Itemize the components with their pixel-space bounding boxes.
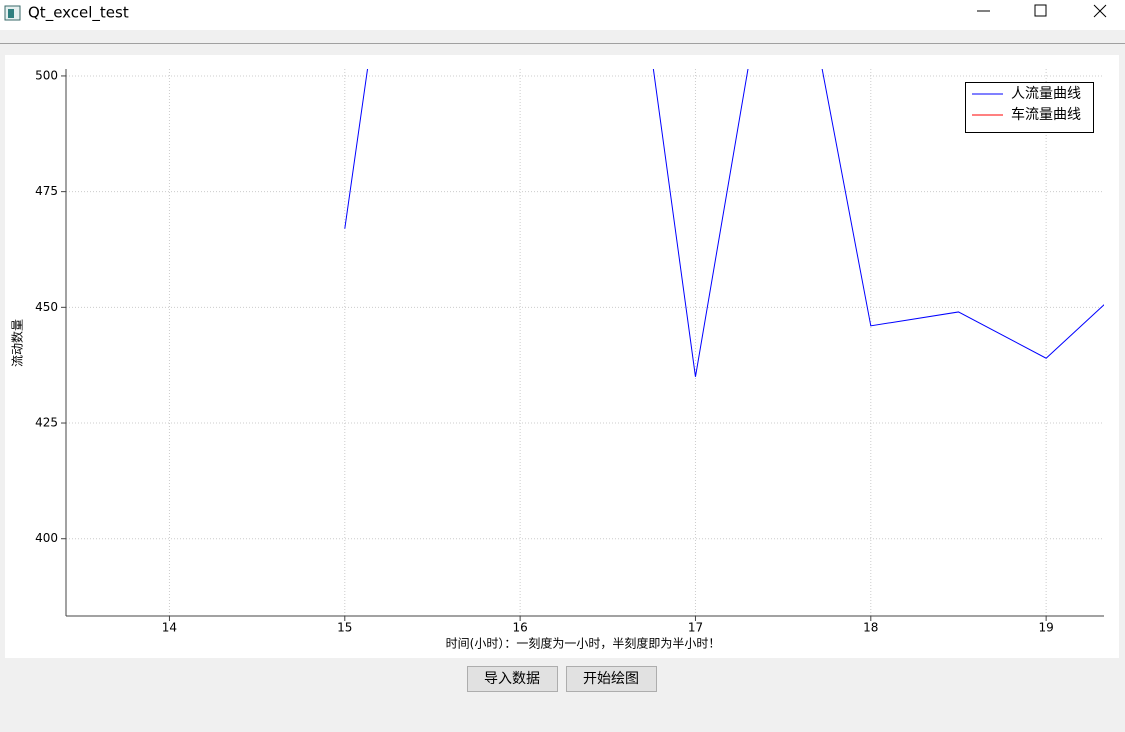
close-button[interactable] xyxy=(1093,4,1107,18)
y-tick-label: 450 xyxy=(35,300,58,314)
y-tick-label: 425 xyxy=(35,416,58,430)
x-tick-label: 17 xyxy=(688,621,703,635)
x-tick-label: 16 xyxy=(512,621,527,635)
import-button[interactable] xyxy=(467,666,558,692)
x-tick-label: 18 xyxy=(863,621,878,635)
window-title: Qt_excel_test xyxy=(28,4,129,23)
x-tick-label: 15 xyxy=(337,621,352,635)
app-icon-inner xyxy=(8,9,14,18)
draw-button-label[interactable]: 开始绘图 xyxy=(583,671,639,687)
y-tick-label: 400 xyxy=(35,531,58,545)
import-button-label[interactable]: 导入数据 xyxy=(484,671,540,687)
legend-label: 车流量曲线 xyxy=(1011,106,1081,123)
legend-label: 人流量曲线 xyxy=(1011,86,1081,102)
chart-area xyxy=(5,55,1119,658)
title-bar xyxy=(0,0,1125,30)
legend-box xyxy=(965,82,1094,133)
y-tick-label: 475 xyxy=(35,184,58,198)
data-line xyxy=(344,69,1104,377)
y-tick-label: 500 xyxy=(35,68,58,82)
x-tick-label: 14 xyxy=(162,621,177,635)
maximize-button[interactable] xyxy=(1034,4,1047,17)
draw-button[interactable] xyxy=(566,666,657,692)
x-tick-label: 19 xyxy=(1038,621,1053,635)
y-axis-label: 流动数量 xyxy=(10,319,25,367)
x-axis-label: 时间(小时）：一刻度为一小时，半刻度即为半小时！ xyxy=(446,636,721,651)
